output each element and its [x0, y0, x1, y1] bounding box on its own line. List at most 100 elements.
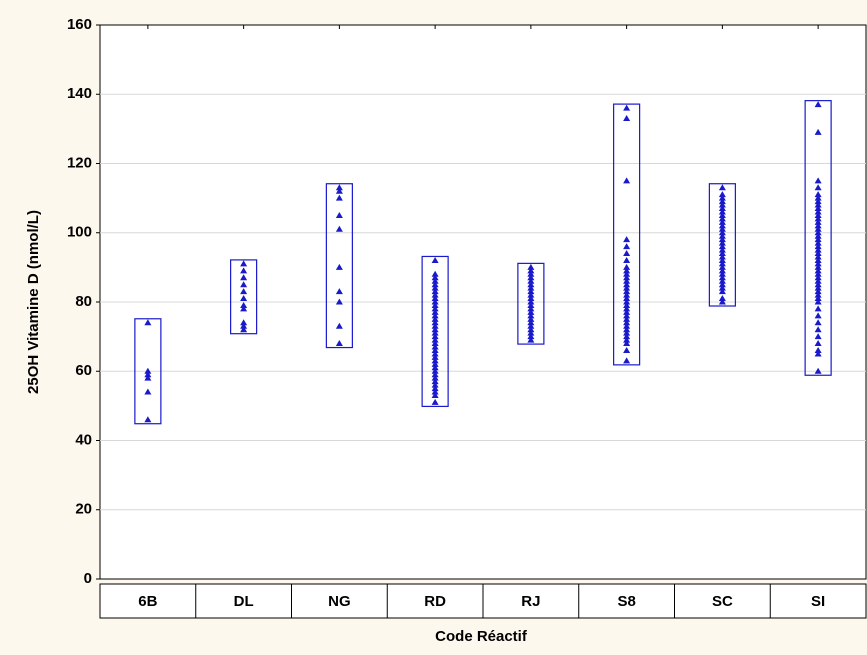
y-tick-label: 20 — [75, 501, 92, 518]
point — [814, 277, 822, 284]
point — [814, 288, 822, 295]
point — [814, 267, 822, 274]
point — [814, 270, 822, 277]
point — [527, 281, 535, 288]
range-box — [230, 259, 258, 335]
point — [240, 326, 248, 333]
point — [718, 288, 726, 295]
point — [240, 288, 248, 295]
point — [527, 305, 535, 312]
point — [814, 208, 822, 215]
point — [144, 388, 152, 395]
point — [814, 229, 822, 236]
point — [814, 250, 822, 257]
point — [335, 340, 343, 347]
point — [623, 319, 631, 326]
point — [814, 205, 822, 212]
x-tick-label: RD — [424, 593, 446, 610]
x-tick-label: 6B — [138, 593, 157, 610]
point — [431, 295, 439, 302]
point — [814, 319, 822, 326]
point — [527, 298, 535, 305]
point — [527, 326, 535, 333]
point — [623, 281, 631, 288]
point — [718, 253, 726, 260]
point — [431, 329, 439, 336]
point — [814, 312, 822, 319]
point — [431, 378, 439, 385]
point — [718, 284, 726, 291]
point — [240, 295, 248, 302]
point — [431, 322, 439, 329]
point — [814, 350, 822, 357]
point — [814, 101, 822, 108]
point — [814, 232, 822, 239]
point — [718, 277, 726, 284]
y-tick-label: 0 — [84, 570, 92, 587]
point — [718, 295, 726, 302]
point — [431, 277, 439, 284]
point — [814, 225, 822, 232]
point — [335, 263, 343, 270]
point — [814, 201, 822, 208]
point — [431, 333, 439, 340]
point — [814, 243, 822, 250]
point — [623, 301, 631, 308]
point — [335, 211, 343, 218]
point — [814, 295, 822, 302]
range-box — [421, 255, 449, 408]
point — [718, 229, 726, 236]
point — [718, 274, 726, 281]
point — [718, 281, 726, 288]
point — [623, 277, 631, 284]
point — [335, 288, 343, 295]
x-tick-label: RJ — [521, 593, 540, 610]
point — [527, 301, 535, 308]
point — [431, 270, 439, 277]
point — [623, 274, 631, 281]
point — [431, 319, 439, 326]
point — [431, 336, 439, 343]
point — [335, 184, 343, 191]
point — [814, 236, 822, 243]
point — [718, 211, 726, 218]
point — [431, 343, 439, 350]
point — [814, 326, 822, 333]
point — [431, 298, 439, 305]
point — [718, 267, 726, 274]
point — [335, 298, 343, 305]
point — [814, 274, 822, 281]
point — [527, 329, 535, 336]
point — [240, 267, 248, 274]
point — [431, 381, 439, 388]
point — [431, 301, 439, 308]
point — [814, 246, 822, 253]
point — [814, 284, 822, 291]
point — [814, 291, 822, 298]
point — [814, 215, 822, 222]
point — [527, 315, 535, 322]
point — [527, 319, 535, 326]
point — [718, 298, 726, 305]
point — [623, 295, 631, 302]
point — [527, 288, 535, 295]
point — [814, 298, 822, 305]
point — [431, 274, 439, 281]
point — [240, 322, 248, 329]
point — [431, 353, 439, 360]
point — [814, 218, 822, 225]
point — [527, 295, 535, 302]
point — [623, 263, 631, 270]
point — [623, 357, 631, 364]
point — [718, 205, 726, 212]
point — [527, 284, 535, 291]
point — [623, 340, 631, 347]
point — [623, 333, 631, 340]
point — [623, 305, 631, 312]
point — [431, 364, 439, 371]
point — [431, 346, 439, 353]
point — [623, 329, 631, 336]
point — [527, 336, 535, 343]
point — [814, 281, 822, 288]
